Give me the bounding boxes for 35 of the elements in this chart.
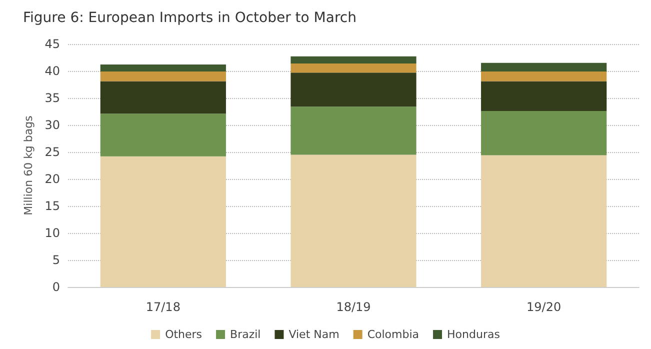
y-tick-label: 15	[44, 199, 60, 213]
bar	[100, 72, 226, 82]
bar	[290, 154, 416, 287]
bar	[290, 106, 416, 155]
bar	[481, 110, 607, 156]
bar	[100, 114, 226, 156]
bar	[481, 62, 607, 72]
legend-label: Viet Nam	[288, 328, 340, 341]
x-tick-label: 17/18	[146, 300, 180, 314]
y-axis-title: Million 60 kg bags	[22, 115, 35, 216]
y-tick-label: 20	[44, 172, 60, 186]
y-tick-label: 30	[44, 118, 60, 132]
bar	[290, 72, 416, 107]
legend-label: Brazil	[230, 328, 261, 341]
bar	[290, 63, 416, 73]
bar	[481, 81, 607, 111]
y-tick-label: 40	[44, 64, 60, 78]
y-tick-label: 5	[52, 253, 60, 267]
y-tick-label: 0	[52, 280, 60, 294]
bar	[481, 72, 607, 82]
bar	[100, 81, 226, 114]
y-tick-label: 35	[44, 91, 60, 105]
legend-label: Honduras	[447, 328, 500, 341]
legend-label: Others	[165, 328, 202, 341]
bar	[290, 56, 416, 64]
legend-label: Colombia	[367, 328, 420, 341]
chart-title: Figure 6: European Imports in October to March	[23, 10, 356, 26]
y-tick-label: 10	[44, 226, 60, 240]
x-tick-label: 18/19	[336, 300, 371, 314]
y-tick-label: 45	[44, 37, 60, 51]
bar	[481, 155, 607, 287]
bar	[100, 156, 226, 287]
x-tick-label: 19/20	[526, 300, 562, 314]
bar	[100, 64, 226, 72]
y-tick-label: 25	[44, 145, 60, 159]
